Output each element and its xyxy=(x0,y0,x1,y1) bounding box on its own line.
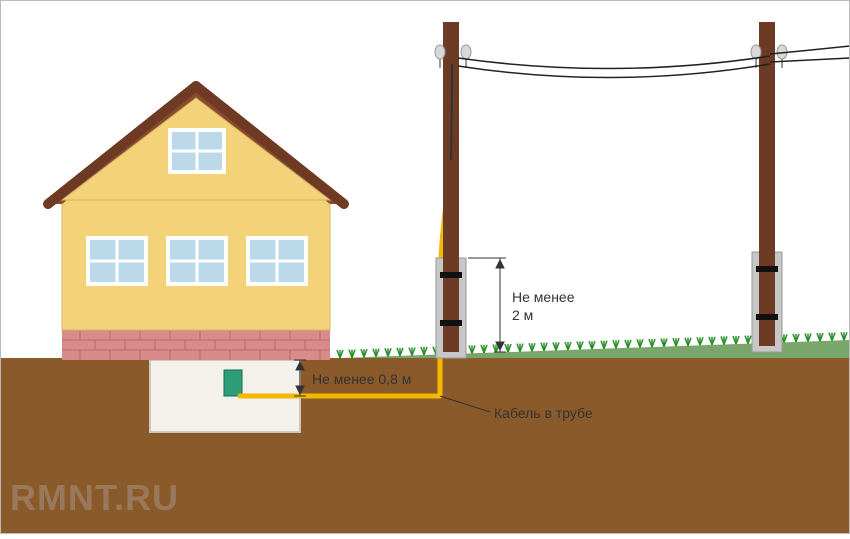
cable-up-pole xyxy=(451,64,452,160)
diagram-stage: Не менее 0,8 м Не менее 2 м Кабель в тру… xyxy=(0,0,850,534)
insulator xyxy=(435,45,445,59)
watermark: RMNT.RU xyxy=(10,477,179,519)
depth-label: Не менее 0,8 м xyxy=(312,370,411,388)
cable-label: Кабель в трубе xyxy=(494,404,593,422)
height-label: Не менее 2 м xyxy=(512,288,575,324)
basement-panel xyxy=(224,370,242,396)
insulator xyxy=(461,45,471,59)
diagram-svg xyxy=(0,0,850,534)
